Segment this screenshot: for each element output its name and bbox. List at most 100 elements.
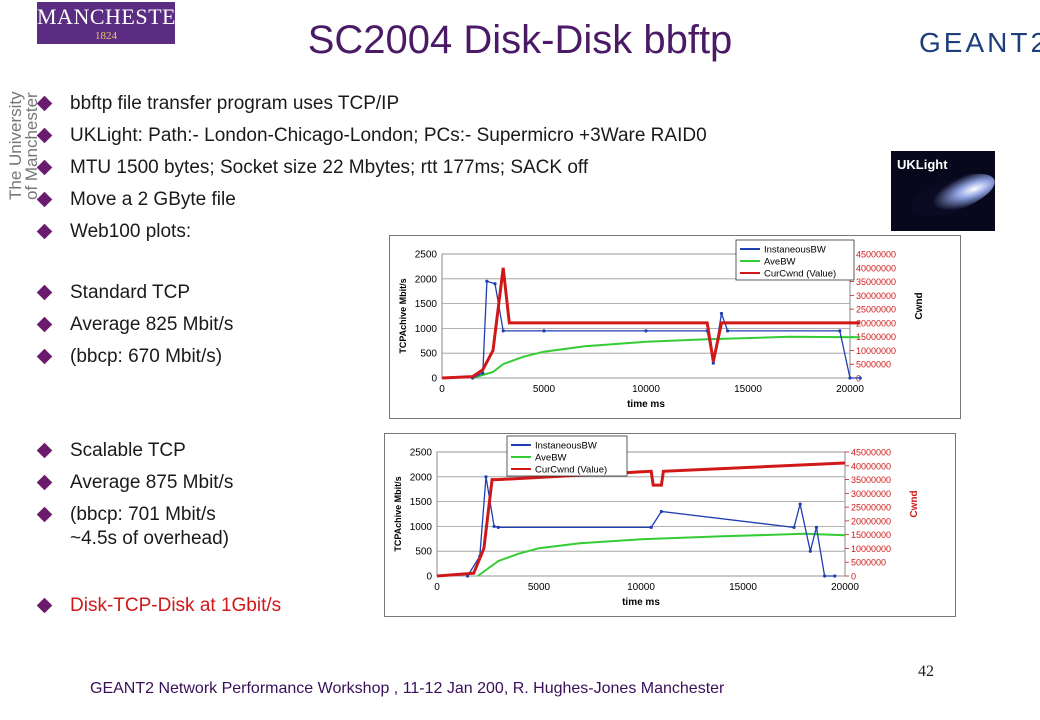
data-point	[542, 329, 546, 333]
y2-tick-label: 15000000	[851, 530, 891, 540]
y2-tick-label: 25000000	[856, 305, 896, 315]
x-axis-label: time ms	[627, 399, 665, 410]
bullet-item: (bbcp: 670 Mbit/s)	[34, 341, 233, 373]
data-point	[659, 509, 663, 514]
data-point	[649, 525, 653, 529]
bullet-diamond-icon	[36, 597, 53, 614]
legend-label: InstaneousBW	[535, 441, 597, 452]
bullet-item: Standard TCP	[34, 277, 233, 309]
x-tick-label: 0	[439, 384, 445, 395]
legend-label: CurCwnd (Value)	[535, 465, 607, 476]
bullet-text: UKLight: Path:- London-Chicago-London; P…	[70, 125, 707, 146]
y-tick-label: 0	[426, 572, 432, 583]
x-tick-label: 20000	[831, 582, 859, 593]
bullet-text: (bbcp: 670 Mbit/s)	[70, 346, 223, 367]
x-tick-label: 0	[434, 582, 440, 593]
x-tick-label: 5000	[528, 582, 551, 593]
slide-title: SC2004 Disk-Disk bbftp	[307, 18, 733, 62]
bullet-text: Standard TCP	[70, 282, 191, 303]
bullets-scalable-tcp: Scalable TCP Average 875 Mbit/s (bbcp: 7…	[34, 435, 233, 551]
university-logo: MANCHESTER 1824	[37, 2, 192, 44]
y-tick-label: 2000	[410, 472, 433, 483]
y2-tick-label: 40000000	[851, 461, 891, 471]
data-point	[484, 475, 488, 479]
series-line	[472, 335, 861, 379]
bullet-item: Web100 plots:	[34, 216, 707, 248]
y2-tick-label: 30000000	[851, 489, 891, 499]
y2-tick-label: 45000000	[856, 250, 896, 260]
data-point	[711, 361, 715, 365]
logo-year: 1824	[95, 30, 117, 42]
bullet-text: Average 825 Mbit/s	[70, 314, 234, 335]
data-point	[848, 376, 852, 380]
bullet-text: bbftp file transfer program uses TCP/IP	[70, 93, 400, 114]
uklight-text: UKLight	[897, 157, 948, 172]
x-tick-label: 20000	[836, 384, 864, 395]
bullets-standard-tcp: Standard TCP Average 825 Mbit/s (bbcp: 6…	[34, 277, 233, 373]
x-tick-label: 10000	[627, 582, 655, 593]
data-point	[481, 371, 485, 375]
data-point	[838, 329, 842, 333]
data-point	[485, 279, 489, 283]
bullet-diamond-icon	[36, 506, 53, 523]
legend-label: InstaneousBW	[764, 245, 826, 256]
data-point	[833, 574, 837, 578]
x-tick-label: 10000	[632, 384, 660, 395]
y-tick-label: 1500	[410, 497, 433, 508]
geant-logo: GEANT2	[919, 27, 1040, 58]
y2-tick-label: 10000000	[851, 544, 891, 554]
bullet-item: bbftp file transfer program uses TCP/IP	[34, 88, 707, 120]
bullet-item: Scalable TCP	[34, 435, 233, 467]
page-number: 42	[918, 663, 934, 680]
bullet-diamond-icon	[36, 127, 53, 144]
x-tick-label: 15000	[729, 582, 757, 593]
bullet-diamond-icon	[36, 159, 53, 176]
y2-axis-label: Cwnd	[909, 490, 920, 517]
y2-tick-label: 10000000	[856, 346, 896, 356]
data-point	[496, 525, 500, 529]
univ-line-1: The University	[6, 91, 25, 200]
bullet-text: Scalable TCP	[70, 440, 186, 461]
bullet-item: Disk-TCP-Disk at 1Gbit/s	[34, 590, 281, 622]
data-point	[644, 329, 648, 333]
y-tick-label: 0	[431, 374, 437, 385]
university-vertical-text: The University of Manchester	[6, 91, 41, 200]
y-axis-label: TCPAchive Mbit/s	[398, 278, 408, 353]
legend-label: AveBW	[535, 453, 567, 464]
data-point	[493, 282, 497, 286]
y2-tick-label: 0	[851, 572, 856, 582]
bullet-diamond-icon	[36, 223, 53, 240]
y2-tick-label: 40000000	[856, 263, 896, 273]
legend-label: AveBW	[764, 257, 796, 268]
bullet-text: Disk-TCP-Disk at 1Gbit/s	[70, 595, 282, 616]
y2-tick-label: 30000000	[856, 291, 896, 301]
bullet-text: Web100 plots:	[70, 221, 192, 242]
y-tick-label: 500	[415, 547, 432, 558]
y-tick-label: 2500	[410, 448, 433, 459]
uklight-logo: UKLight	[891, 151, 995, 231]
y-tick-label: 500	[420, 349, 437, 360]
univ-line-2: of Manchester	[22, 92, 41, 200]
bullet-diamond-icon	[36, 284, 53, 301]
x-tick-label: 15000	[734, 384, 762, 395]
bullet-diamond-icon	[36, 474, 53, 491]
series-line	[477, 532, 846, 577]
bullet-item: Move a 2 GByte file	[34, 184, 707, 216]
data-point	[719, 311, 724, 316]
data-point	[798, 502, 802, 506]
bullet-text: Move a 2 GByte file	[70, 189, 236, 210]
bullet-item: Average 875 Mbit/s	[34, 467, 233, 499]
bullet-diamond-icon	[36, 191, 53, 208]
bullet-diamond-icon	[36, 348, 53, 365]
logo-name: MANCHESTER	[37, 4, 192, 29]
y2-axis-label: Cwnd	[914, 292, 925, 319]
bullet-diamond-icon	[36, 316, 53, 333]
data-point	[726, 329, 730, 333]
x-axis-label: time ms	[622, 597, 660, 608]
series-line	[441, 267, 861, 380]
footer: GEANT2 Network Performance Workshop , 11…	[90, 680, 725, 697]
data-point	[858, 376, 862, 380]
bullet-diamond-icon	[36, 442, 53, 459]
bullet-text: (bbcp: 701 Mbit/s	[70, 504, 216, 525]
legend-label: CurCwnd (Value)	[764, 269, 836, 280]
